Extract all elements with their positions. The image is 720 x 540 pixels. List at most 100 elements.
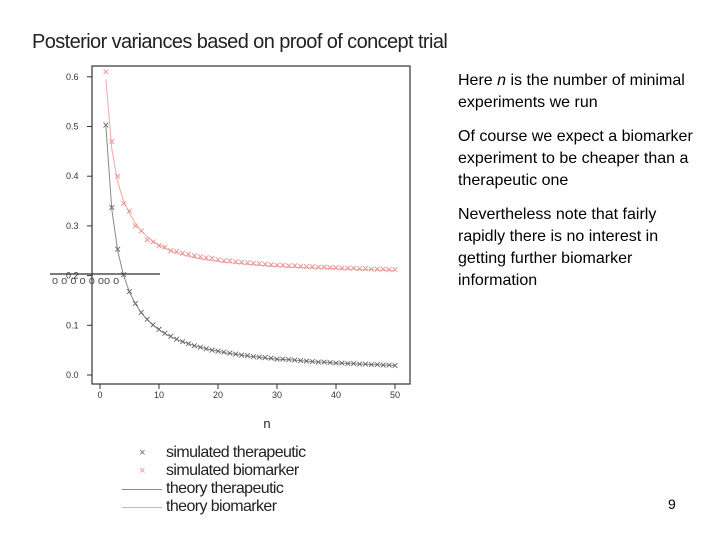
legend-line-icon [118, 488, 166, 490]
legend-item-theory-therapeutic: theory therapeutic [118, 480, 306, 498]
data-point-simulated-therapeutic [345, 360, 351, 367]
data-point-simulated-biomarker [280, 262, 286, 268]
data-point-simulated-biomarker [209, 255, 215, 261]
legend-item-sim-therapeutic: × simulated therapeutic [118, 444, 306, 462]
y-tick-label: 0.5 [66, 122, 79, 132]
note-paragraph: Nevertheless note that fairly rapidly th… [458, 206, 659, 289]
data-point-simulated-biomarker [132, 223, 139, 229]
x-tick-label: 10 [154, 390, 164, 400]
y-tick-label: 0.0 [66, 370, 79, 380]
data-point-simulated-therapeutic [386, 362, 392, 368]
data-point-simulated-therapeutic [333, 360, 339, 366]
legend-cross-icon: × [139, 447, 145, 459]
y-axis-label-garbled: o o o o o oo o [50, 273, 160, 287]
data-point-simulated-biomarker [297, 263, 304, 269]
data-point-simulated-biomarker [274, 262, 280, 268]
data-point-simulated-biomarker [150, 239, 156, 245]
data-point-simulated-therapeutic [191, 342, 198, 349]
data-point-simulated-therapeutic [173, 336, 180, 342]
y-tick-label: 0.3 [66, 221, 79, 231]
data-point-simulated-biomarker [315, 264, 322, 270]
data-point-simulated-biomarker [173, 249, 180, 255]
data-point-simulated-biomarker [250, 260, 257, 266]
x-tick-label: 30 [272, 390, 282, 400]
x-tick-label: 50 [390, 390, 400, 400]
data-point-simulated-biomarker [221, 257, 227, 264]
data-point-simulated-biomarker [138, 228, 145, 234]
legend-label: theory therapeutic [166, 480, 284, 497]
data-point-simulated-therapeutic [197, 344, 204, 350]
plot-frame [91, 65, 411, 385]
data-point-simulated-therapeutic [286, 356, 292, 363]
data-point-simulated-biomarker [156, 243, 162, 249]
note-paragraph: Of course we expect a biomarker experime… [458, 128, 693, 189]
data-point-simulated-biomarker [179, 250, 186, 256]
data-point-simulated-biomarker [268, 261, 274, 268]
legend-item-theory-biomarker: theory biomarker [118, 498, 306, 516]
data-point-simulated-biomarker [114, 173, 121, 179]
y-tick-label: 0.4 [66, 171, 79, 181]
legend-label: simulated therapeutic [166, 444, 306, 461]
data-point-simulated-therapeutic [156, 326, 162, 332]
data-point-simulated-biomarker [392, 266, 398, 273]
data-point-simulated-therapeutic [262, 354, 268, 361]
data-point-simulated-biomarker [303, 263, 310, 270]
data-point-simulated-therapeutic [232, 351, 239, 357]
data-point-simulated-biomarker [244, 259, 251, 266]
data-point-simulated-therapeutic [209, 347, 215, 353]
legend-line-icon [118, 506, 166, 508]
x-axis-label: n [263, 416, 270, 431]
data-point-simulated-therapeutic [168, 333, 174, 339]
x-tick-label: 40 [331, 390, 341, 400]
data-point-simulated-therapeutic [144, 316, 150, 323]
data-point-simulated-therapeutic [132, 300, 139, 307]
data-point-simulated-biomarker [291, 262, 298, 269]
data-point-simulated-therapeutic [327, 359, 333, 366]
data-point-simulated-therapeutic [238, 352, 245, 358]
x-tick-label: 0 [97, 390, 102, 400]
data-point-simulated-biomarker [232, 258, 239, 265]
data-point-simulated-biomarker [262, 261, 268, 267]
data-point-simulated-therapeutic [227, 350, 233, 356]
data-point-simulated-biomarker [374, 266, 381, 272]
note-paragraph: Here n is the number of minimal experime… [458, 72, 685, 111]
notes-panel: Here n is the number of minimal experime… [458, 70, 698, 304]
theory-lines [105, 79, 396, 367]
data-point-simulated-biomarker [333, 264, 339, 271]
data-point-simulated-therapeutic [280, 356, 286, 362]
data-point-simulated-therapeutic [185, 340, 192, 347]
data-point-simulated-therapeutic [309, 358, 316, 365]
data-point-simulated-therapeutic [103, 122, 109, 128]
variance-chart: 0.0 0.1 0.2 0.3 0.4 0.5 0.6 0 10 20 30 40 50 n o o o … [50, 65, 411, 431]
data-point-simulated-biomarker [321, 264, 327, 270]
chart-legend: × simulated therapeutic × simulated biom… [118, 444, 306, 516]
data-point-simulated-therapeutic [380, 362, 386, 368]
data-point-simulated-therapeutic [221, 349, 227, 355]
data-point-simulated-therapeutic [297, 357, 304, 364]
data-point-simulated-biomarker [350, 265, 357, 271]
data-point-simulated-therapeutic [126, 288, 133, 295]
svg-text:o o o o o oo o: o o o o o oo o [52, 275, 119, 287]
data-point-simulated-therapeutic [350, 360, 357, 367]
data-point-simulated-biomarker [356, 265, 363, 272]
chart-axes: 0.0 0.1 0.2 0.3 0.4 0.5 0.6 0 10 20 30 40 50 n [66, 65, 411, 431]
data-point-simulated-biomarker [191, 253, 198, 259]
data-point-simulated-therapeutic [339, 360, 345, 366]
y-tick-label: 0.2 [66, 271, 79, 281]
data-point-simulated-biomarker [103, 69, 109, 75]
data-point-simulated-therapeutic [374, 361, 381, 368]
data-point-simulated-biomarker [339, 265, 345, 271]
data-point-simulated-biomarker [168, 248, 174, 254]
data-point-simulated-biomarker [185, 251, 192, 257]
legend-label: theory biomarker [166, 498, 277, 515]
data-point-simulated-therapeutic [244, 352, 251, 359]
data-point-simulated-biomarker [203, 254, 209, 261]
data-point-simulated-biomarker [126, 208, 133, 214]
y-tick-label: 0.6 [66, 72, 79, 82]
data-point-simulated-biomarker [327, 264, 333, 271]
data-point-simulated-therapeutic [114, 246, 121, 252]
data-point-simulated-therapeutic [392, 362, 398, 369]
data-point-simulated-therapeutic [274, 356, 280, 362]
series-line-theory-therapeutic [105, 126, 396, 367]
data-point-simulated-therapeutic [315, 359, 322, 365]
